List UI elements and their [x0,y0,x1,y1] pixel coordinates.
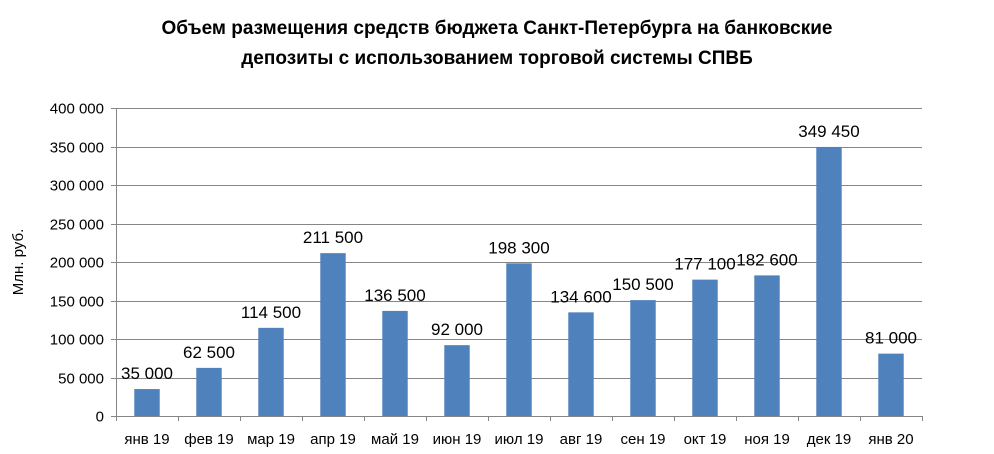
bar [692,279,718,416]
y-tick-label: 200 000 [50,255,104,272]
data-label: 182 600 [736,250,797,269]
data-label: 177 100 [674,255,735,274]
x-tick-label: янв 19 [124,431,169,448]
y-axis-title: Млн. руб. [10,229,27,295]
x-tick-label: окт 19 [684,431,727,448]
y-tick-label: 300 000 [50,178,104,195]
bar [506,263,532,416]
x-tick-label: авг 19 [560,431,603,448]
bar [196,367,222,416]
data-label: 134 600 [550,287,611,306]
data-label: 198 300 [488,238,549,257]
x-tick-label: янв 20 [868,431,913,448]
chart-title: Объем размещения средств бюджета Санкт-П… [0,14,994,74]
y-tick-label: 250 000 [50,217,104,234]
y-tick-label: 0 [96,409,104,426]
x-tick-label: май 19 [371,431,419,448]
data-label: 114 500 [241,303,301,322]
bar [878,353,904,416]
data-label: 81 000 [865,329,917,348]
data-label: 211 500 [303,228,363,247]
y-tick-label: 150 000 [50,294,104,311]
x-tick-label: сен 19 [621,431,666,448]
bar [134,389,160,416]
x-tick-label: фев 19 [184,431,234,448]
y-tick-label: 350 000 [50,140,104,157]
bar [754,275,780,416]
bar [568,312,594,416]
data-label: 62 500 [183,343,235,362]
chart-title-line-1: Объем размещения средств бюджета Санкт-П… [161,18,833,39]
chart-title-line-2: депозиты с использованием торговой систе… [241,48,753,69]
x-tick-label: мар 19 [247,431,295,448]
gridlines [116,108,922,379]
x-tick-label: июл 19 [495,431,544,448]
x-tick-label: апр 19 [310,431,356,448]
bar [630,300,656,416]
x-tick-label: ноя 19 [744,431,790,448]
data-label: 349 450 [798,122,859,141]
x-tick-label: дек 19 [807,431,852,448]
bar [258,327,284,416]
y-tick-label: 50 000 [58,371,104,388]
data-label: 136 500 [364,286,425,305]
data-label: 35 000 [121,364,173,383]
y-tick-label: 100 000 [50,332,104,349]
bar [320,253,346,416]
bar [816,146,842,416]
data-label: 150 500 [612,275,673,294]
bar [382,310,408,416]
data-labels: 35 000 62 500 114 500 211 500 136 500 92 000 1… [121,122,917,383]
bar [444,345,470,416]
y-tick-label: 400 000 [50,101,104,118]
bars [134,146,904,416]
data-label: 92 000 [431,320,483,339]
x-tick-label: июн 19 [433,431,482,448]
axes: 0 50 000 100 000 150 000 200 000 250 000 300 0… [50,101,923,448]
